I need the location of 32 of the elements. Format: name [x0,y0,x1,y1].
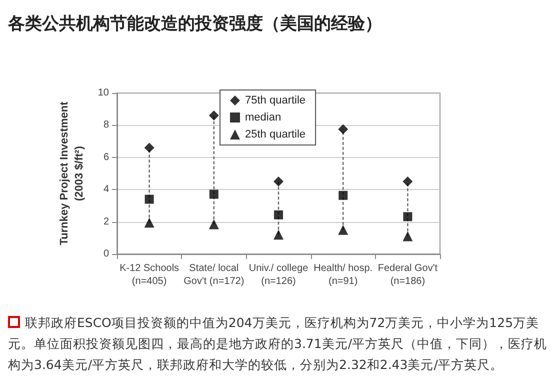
point [208,219,219,230]
point [274,230,284,240]
y-tick-label: 0 [103,248,110,260]
legend-label: median [245,112,282,124]
legend-label: 75th quartile [245,94,306,106]
y-tick-label: 6 [103,152,110,163]
x-tick-label: State/ local Gov't (n=172) [184,263,244,287]
point [144,218,154,228]
point [274,176,284,187]
point [208,110,219,121]
y-axis-title: Turnkey Project Investment (2003 $/ft²) [58,101,86,246]
point [338,190,348,200]
point [402,231,413,242]
y-tick-label: 10 [98,88,110,98]
point [274,210,283,220]
x-tick-label: Univ./ college (n=126) [248,263,309,287]
y-tick-label: 8 [103,120,110,131]
point [144,194,154,204]
y-tick-label: 2 [103,216,110,228]
point [402,176,413,187]
point [338,224,348,235]
legend-label: 25th quartile [245,128,306,140]
point [403,212,412,222]
x-tick-label: K-12 Schools (n=405) [120,263,180,287]
point [209,190,218,199]
x-tick-label: Health/ hosp. (n=91) [314,263,373,287]
chart-title: 各类公共机构节能改造的投资强度（美国的经验） [8,13,382,35]
x-tick-label: Federal Gov't (n=186) [378,263,438,287]
text: 联邦政府ESCO项目投资额的中值为204万美元，医疗机构为72万美元，中小学为125万美元。单位面积投资额见图四，最高的是地方政府的3.71美元/平方英尺（中值，下同），医疗机构为3.64美元/平方英尺，联邦政府和大学的较低，分别为2.32和2.43美元/平方英尺。 [8,315,548,372]
y-tick-label: 4 [103,184,110,196]
point [338,124,348,134]
point [144,142,154,153]
